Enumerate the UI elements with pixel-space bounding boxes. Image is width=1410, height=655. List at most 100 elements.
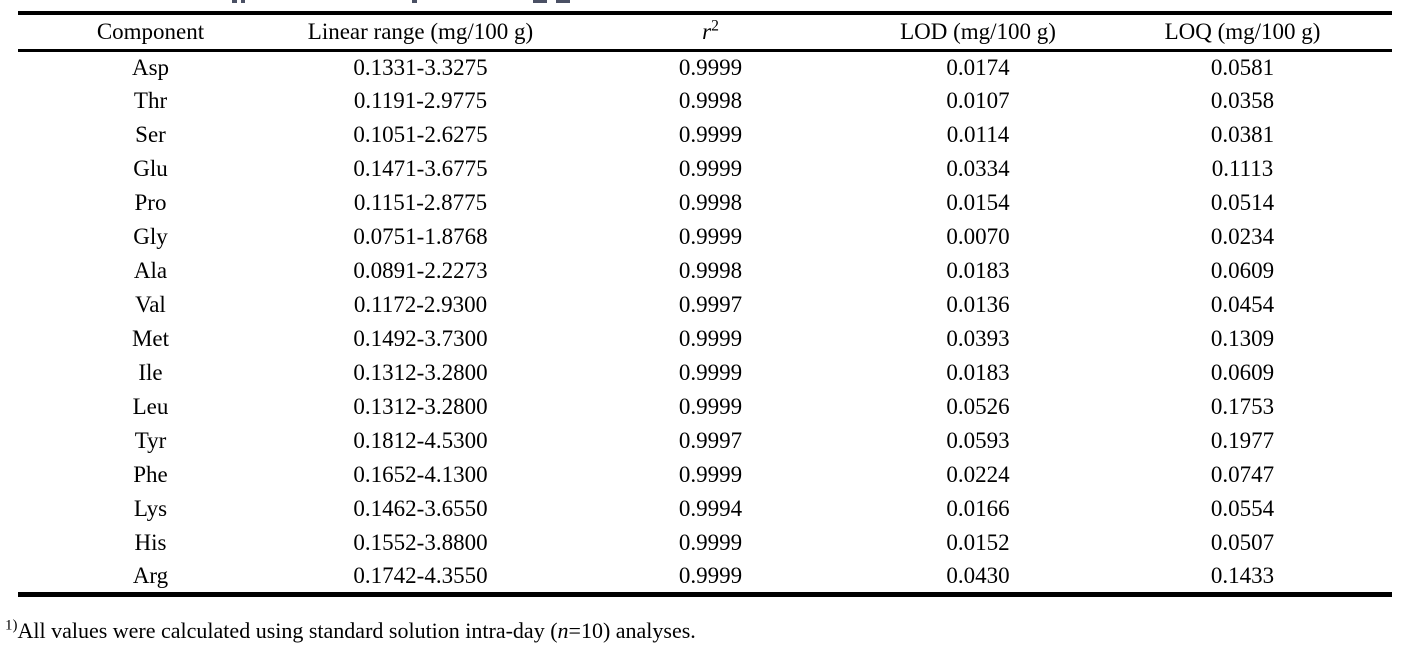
cell-linear-range: 0.0751-1.8768	[353, 224, 488, 249]
cell-r2: 0.9998	[678, 258, 743, 283]
cell-loq: 0.0514	[1210, 190, 1275, 215]
cell-lod: 0.0154	[946, 190, 1010, 215]
table-row: Phe 0.1652-4.1300 0.9999 0.0224 0.0747	[18, 458, 1392, 492]
cell-component: Ser	[135, 122, 166, 147]
cell-r2: 0.9999	[678, 122, 743, 147]
table-row: Thr 0.1191-2.9775 0.9998 0.0107 0.0358	[18, 84, 1392, 118]
cell-component: Met	[131, 326, 170, 351]
cell-linear-range: 0.1312-3.2800	[353, 360, 488, 385]
cell-loq: 0.0609	[1210, 360, 1275, 385]
cell-r2: 0.9999	[678, 326, 743, 351]
cell-loq: 0.0454	[1210, 292, 1275, 317]
cell-loq: 0.0581	[1210, 54, 1275, 80]
table-row: Asp 0.1331-3.3275 0.9999 0.0174 0.0581	[18, 50, 1392, 84]
cell-linear-range: 0.1471-3.6775	[353, 156, 488, 181]
cell-component: His	[134, 530, 167, 555]
cell-loq: 0.1309	[1210, 326, 1275, 351]
cell-lod: 0.0334	[946, 156, 1010, 181]
cell-r2: 0.9997	[678, 428, 743, 453]
cell-lod: 0.0183	[946, 360, 1010, 385]
cell-lod: 0.0070	[946, 224, 1010, 249]
cell-lod: 0.0114	[946, 122, 1010, 147]
calibration-validation-table: Component Linear range (mg/100 g) r2 LOD…	[18, 11, 1392, 597]
cell-r2: 0.9999	[678, 530, 743, 555]
cell-linear-range: 0.1312-3.2800	[353, 394, 488, 419]
cell-loq: 0.0507	[1210, 530, 1275, 555]
cell-r2: 0.9999	[678, 156, 743, 181]
caption-remnant-mark	[232, 0, 237, 3]
cell-loq: 0.0747	[1210, 462, 1275, 487]
col-header-lod: LOD (mg/100 g)	[900, 18, 1056, 44]
cell-r2: 0.9998	[678, 88, 743, 113]
table-row: Lys 0.1462-3.6550 0.9994 0.0166 0.0554	[18, 492, 1392, 526]
cell-loq: 0.1433	[1210, 562, 1275, 588]
col-header-loq: LOQ (mg/100 g)	[1164, 18, 1321, 44]
cell-lod: 0.0174	[946, 54, 1010, 80]
cell-component: Glu	[133, 156, 168, 181]
cell-component: Val	[135, 292, 166, 317]
table-row: Ala 0.0891-2.2273 0.9998 0.0183 0.0609	[18, 254, 1392, 288]
col-header-r-squared: r2	[558, 13, 863, 50]
cell-linear-range: 0.1492-3.7300	[353, 326, 488, 351]
cell-loq: 0.1753	[1210, 394, 1275, 419]
caption-remnant-mark	[556, 0, 570, 3]
col-header-component: Component	[96, 18, 205, 44]
cell-lod: 0.0430	[946, 562, 1010, 588]
cell-component: Gly	[133, 224, 168, 249]
cell-component: Lys	[133, 496, 168, 521]
caption-remnant-mark	[533, 0, 547, 3]
table-row: Ile 0.1312-3.2800 0.9999 0.0183 0.0609	[18, 356, 1392, 390]
cell-component: Thr	[133, 88, 168, 113]
cell-component: Ala	[133, 258, 168, 283]
cell-linear-range: 0.1051-2.6275	[353, 122, 488, 147]
cell-r2: 0.9999	[678, 54, 743, 80]
cell-component: Ile	[138, 360, 163, 385]
table-row: Val 0.1172-2.9300 0.9997 0.0136 0.0454	[18, 288, 1392, 322]
cell-lod: 0.0152	[946, 530, 1010, 555]
footnote-text-start: All values were calculated using standar…	[17, 618, 558, 643]
cell-loq: 0.0554	[1210, 496, 1275, 521]
cell-r2: 0.9999	[678, 562, 743, 588]
cell-linear-range: 0.1151-2.8775	[353, 190, 488, 215]
table-row: His 0.1552-3.8800 0.9999 0.0152 0.0507	[18, 526, 1392, 560]
cell-component: Arg	[132, 562, 169, 588]
footnote-marker: 1)	[5, 617, 18, 634]
cell-r2: 0.9999	[678, 360, 743, 385]
cell-r2: 0.9994	[678, 496, 743, 521]
cell-lod: 0.0593	[946, 428, 1010, 453]
table-row: Pro 0.1151-2.8775 0.9998 0.0154 0.0514	[18, 186, 1392, 220]
cell-component: Pro	[134, 190, 167, 215]
table-row: Arg 0.1742-4.3550 0.9999 0.0430 0.1433	[18, 560, 1392, 594]
footnote-text-end: =10) analyses.	[568, 618, 696, 643]
table-row: Gly 0.0751-1.8768 0.9999 0.0070 0.0234	[18, 220, 1392, 254]
cell-r2: 0.9997	[678, 292, 743, 317]
cell-r2: 0.9999	[678, 394, 743, 419]
cell-linear-range: 0.1812-4.5300	[353, 428, 488, 453]
cell-linear-range: 0.1652-4.1300	[353, 462, 488, 487]
cell-lod: 0.0393	[946, 326, 1010, 351]
cell-lod: 0.0136	[946, 292, 1010, 317]
cell-component: Leu	[132, 394, 169, 419]
cell-loq: 0.0234	[1210, 224, 1275, 249]
cell-loq: 0.0381	[1210, 122, 1275, 147]
caption-remnant-mark	[412, 0, 417, 3]
cell-linear-range: 0.1742-4.3550	[353, 562, 488, 588]
table-footnote: 1)All values were calculated using stand…	[5, 618, 696, 644]
table-row: Met 0.1492-3.7300 0.9999 0.0393 0.1309	[18, 322, 1392, 356]
table-header: Component Linear range (mg/100 g) r2 LOD…	[18, 13, 1392, 50]
cell-loq: 0.0358	[1210, 88, 1275, 113]
cell-lod: 0.0183	[946, 258, 1010, 283]
col-header-linear-range: Linear range (mg/100 g)	[307, 18, 534, 44]
cell-loq: 0.0609	[1210, 258, 1275, 283]
table-row: Ser 0.1051-2.6275 0.9999 0.0114 0.0381	[18, 118, 1392, 152]
cell-linear-range: 0.0891-2.2273	[353, 258, 488, 283]
cell-lod: 0.0224	[946, 462, 1010, 487]
cell-component: Asp	[131, 54, 170, 80]
header-row: Component Linear range (mg/100 g) r2 LOD…	[18, 13, 1392, 50]
cell-component: Phe	[133, 462, 168, 487]
table-row: Leu 0.1312-3.2800 0.9999 0.0526 0.1753	[18, 390, 1392, 424]
cell-linear-range: 0.1172-2.9300	[353, 292, 488, 317]
cell-loq: 0.1113	[1211, 156, 1274, 181]
cell-r2: 0.9999	[678, 224, 743, 249]
